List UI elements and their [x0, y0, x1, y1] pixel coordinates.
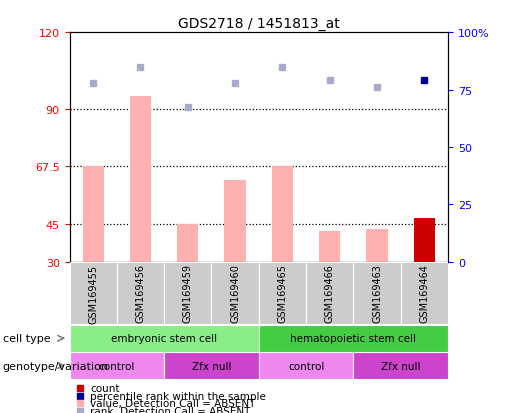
Text: GSM169464: GSM169464 [419, 264, 430, 323]
Bar [212, 262, 259, 324]
Text: percentile rank within the sample: percentile rank within the sample [90, 391, 266, 401]
Bar [70, 352, 164, 379]
Bar [319, 232, 340, 262]
Bar [367, 229, 388, 262]
Bar [82, 167, 104, 262]
Text: GSM169456: GSM169456 [135, 264, 146, 323]
Text: GSM169455: GSM169455 [88, 264, 98, 323]
Bar [353, 352, 448, 379]
Bar [353, 262, 401, 324]
Text: Zfx null: Zfx null [381, 361, 420, 371]
Bar [414, 219, 435, 262]
Text: control: control [99, 361, 135, 371]
Bar [130, 97, 151, 262]
Text: count: count [90, 383, 119, 393]
Text: GSM169466: GSM169466 [325, 264, 335, 323]
Text: GSM169459: GSM169459 [183, 264, 193, 323]
Bar [70, 325, 259, 352]
Bar [164, 262, 212, 324]
Text: GSM169463: GSM169463 [372, 264, 382, 323]
Bar [401, 262, 448, 324]
Bar [225, 181, 246, 262]
Text: embryonic stem cell: embryonic stem cell [111, 333, 217, 344]
Bar [259, 325, 448, 352]
Title: GDS2718 / 1451813_at: GDS2718 / 1451813_at [178, 17, 340, 31]
Bar [164, 352, 259, 379]
Bar [259, 262, 306, 324]
Text: value, Detection Call = ABSENT: value, Detection Call = ABSENT [90, 398, 255, 408]
Text: rank, Detection Call = ABSENT: rank, Detection Call = ABSENT [90, 406, 250, 413]
Text: GSM169465: GSM169465 [278, 264, 287, 323]
Text: genotype/variation: genotype/variation [3, 361, 109, 371]
Bar [259, 352, 353, 379]
Bar [306, 262, 353, 324]
Bar [177, 224, 198, 262]
Text: control: control [288, 361, 324, 371]
Text: Zfx null: Zfx null [192, 361, 231, 371]
Text: hematopoietic stem cell: hematopoietic stem cell [290, 333, 417, 344]
Text: GSM169460: GSM169460 [230, 264, 240, 323]
Text: cell type: cell type [3, 333, 50, 344]
Bar [272, 167, 293, 262]
Bar [70, 262, 117, 324]
Bar [117, 262, 164, 324]
